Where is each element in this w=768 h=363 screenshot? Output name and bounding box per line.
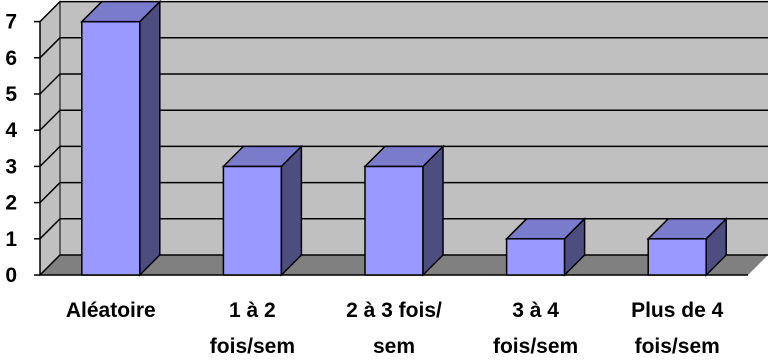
gridline [39,0,768,23]
gridline [39,37,768,59]
bar-side [422,144,444,277]
y-tick-label: 4 [5,119,17,142]
bar-top [221,145,304,168]
x-tick-label: 1 à 2 fois/sem [210,299,295,358]
x-tick-label: 2 à 3 fois/sem [346,299,442,358]
y-tick-label: 1 [5,228,17,251]
bar-front [505,238,566,276]
bar-front [647,238,707,276]
side-wall [39,0,61,277]
x-tick-label: Plus de 4 fois/sem [631,299,724,358]
bar-top [363,145,445,168]
bar [79,0,162,277]
bar-side [139,0,161,277]
gridline [39,145,768,167]
bar-front [222,165,283,276]
gridline [39,109,768,131]
bar [221,144,304,277]
y-tick-label: 5 [5,83,17,106]
y-tick-label: 3 [5,155,17,178]
bar-top [646,218,729,240]
bar [504,216,587,277]
y-tick-label: 7 [5,11,17,34]
bar [363,144,445,277]
x-tick-label: 3 à 4 fois/sem [493,299,578,358]
grid-lines [39,0,768,276]
bar-front [364,165,424,276]
gridline [39,73,768,95]
gridline [39,181,768,204]
bar-top [504,218,587,240]
y-tick-label: 6 [5,47,17,70]
y-tick-label: 0 [5,264,17,287]
bar-top [79,0,162,23]
bar-front [81,20,141,276]
y-tick-labels: 0 1 2 3 4 5 6 7 [5,11,17,287]
y-tick-label: 2 [5,192,17,215]
x-tick-labels: Aléatoire 1 à 2 fois/sem 2 à 3 fois/sem 3 à … [66,299,724,358]
bar-side [280,144,303,277]
bar [646,216,729,277]
bars [79,0,729,277]
x-tick-label: Aléatoire [66,299,156,322]
